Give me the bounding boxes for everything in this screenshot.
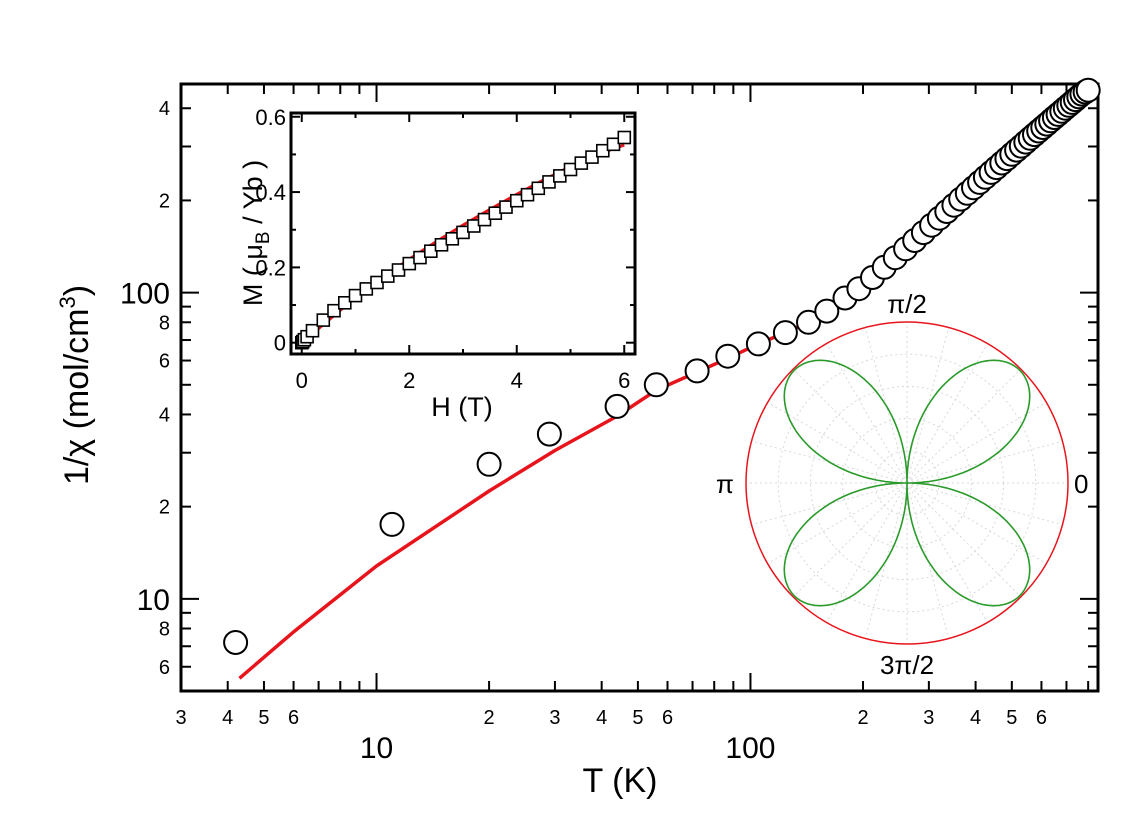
y-axis-title-main: 1/χ (mol/cm — [58, 309, 96, 486]
polar-boundary-circle — [745, 321, 1069, 645]
y-minor-tick-label: 2 — [159, 497, 170, 519]
polar-grid-spoke — [792, 368, 908, 484]
inset-y-tick-label: 0.4 — [255, 180, 286, 205]
data-point — [684, 358, 710, 384]
x-major-tick-label: 100 — [725, 732, 775, 765]
x-minor-tick-label: 6 — [288, 707, 299, 729]
polar-grid-spoke — [767, 482, 908, 564]
y-minor-tick-label: 6 — [159, 351, 170, 373]
inset-y-tick-label: 0.6 — [255, 105, 286, 130]
main-data-series — [223, 77, 1101, 655]
inset-y-title-subscript: B — [253, 231, 274, 244]
data-point — [772, 320, 798, 346]
polar-grid-spoke — [906, 482, 1022, 598]
polar-grid-spoke — [906, 482, 988, 623]
polar-angle-label: 0 — [1074, 469, 1088, 499]
x-minor-tick-label: 4 — [222, 707, 233, 729]
polar-angle-label: π/2 — [887, 289, 927, 319]
inset-x-tick-label: 4 — [511, 368, 523, 393]
y-minor-tick-label: 8 — [159, 618, 170, 640]
inset-y-tick-label: 0 — [274, 331, 286, 356]
x-minor-tick-label: 4 — [596, 707, 607, 729]
y-major-tick-label: 100 — [120, 278, 170, 311]
polar-grid-spoke — [826, 482, 908, 623]
data-point — [476, 451, 502, 477]
inset-x-tick-label: 2 — [403, 368, 415, 393]
polar-grid-spoke — [906, 343, 988, 484]
polar-four-lobe-curve — [783, 359, 1031, 607]
polar-angle-label: π — [716, 469, 734, 499]
data-point — [379, 511, 405, 537]
y-axis-title: 1/χ (mol/cm3) — [55, 285, 96, 485]
inset-plot: 0 2 4 6 0 0.2 0.4 0.6 H (T) M ( μB / Yb ) — [238, 105, 637, 422]
data-point — [715, 343, 741, 369]
y-minor-tick-label: 6 — [159, 657, 170, 679]
x-minor-tick-label: 4 — [970, 707, 981, 729]
y-minor-tick-label: 4 — [159, 98, 170, 120]
x-minor-tick-label: 5 — [632, 707, 643, 729]
x-minor-tick-label: 3 — [175, 707, 186, 729]
polar-angle-labels: 0 π/2 π 3π/2 — [716, 289, 1088, 680]
polar-grid-spoke — [906, 402, 1047, 484]
main-plot-frame — [179, 82, 1100, 693]
inset-x-tick-label: 6 — [618, 368, 630, 393]
inset-y-tick-label: 0.2 — [255, 255, 286, 280]
polar-grid-spoke — [906, 368, 1022, 484]
inset-x-tick-label: 0 — [296, 368, 308, 393]
y-axis-title-close: ) — [58, 285, 96, 296]
x-major-tick-label: 10 — [360, 732, 393, 765]
x-axis-title: T (K) — [583, 762, 658, 800]
inset-data-point — [606, 137, 621, 152]
inset-data-series — [294, 130, 632, 350]
y-minor-tick-label: 2 — [159, 190, 170, 212]
data-point — [223, 630, 249, 655]
x-minor-tick-label: 3 — [923, 707, 934, 729]
polar-grid-spoke — [906, 482, 1047, 564]
data-point — [745, 331, 771, 357]
polar-grid-ring — [874, 450, 940, 516]
x-minor-tick-label: 5 — [1006, 707, 1017, 729]
x-minor-tick-label: 6 — [1036, 707, 1047, 729]
inset-ticks: 0 2 4 6 0 0.2 0.4 0.6 — [255, 105, 635, 393]
polar-grid-ring — [842, 418, 972, 548]
polar-grid-ring — [777, 353, 1037, 613]
polar-angle-label: 3π/2 — [880, 650, 934, 680]
x-minor-tick-label: 3 — [549, 707, 560, 729]
inset-data-point — [305, 323, 320, 338]
inset-data-point — [617, 130, 632, 145]
inset-y-title-prefix: M ( μ — [238, 244, 268, 306]
data-point — [536, 421, 562, 447]
inset-data-point — [327, 303, 341, 318]
y-major-tick-label: 10 — [137, 584, 170, 617]
inset-y-title-suffix: / Yb ) — [238, 160, 268, 232]
data-point — [604, 393, 630, 419]
data-point — [643, 372, 669, 398]
x-minor-tick-label: 2 — [484, 707, 495, 729]
polar-grid-spoke — [767, 402, 908, 484]
inset-data-point — [316, 313, 331, 327]
y-minor-tick-label: 4 — [159, 404, 170, 426]
data-point — [1075, 77, 1101, 103]
inset-x-axis-title: H (T) — [431, 392, 492, 422]
y-axis-title-superscript: 3 — [55, 296, 80, 308]
data-point — [796, 309, 821, 335]
x-minor-tick-label: 6 — [662, 707, 673, 729]
polar-grid-spoke — [792, 482, 908, 598]
x-minor-tick-label: 2 — [857, 707, 868, 729]
polar-grid-spoke — [826, 343, 908, 484]
inset-data-point — [337, 295, 352, 310]
data-point — [814, 298, 840, 324]
inset-y-axis-title: M ( μB / Yb ) — [238, 160, 274, 306]
x-minor-tick-label: 5 — [258, 707, 269, 729]
y-minor-tick-label: 8 — [159, 312, 170, 334]
polar-plot: 0 π/2 π 3π/2 — [716, 289, 1088, 680]
